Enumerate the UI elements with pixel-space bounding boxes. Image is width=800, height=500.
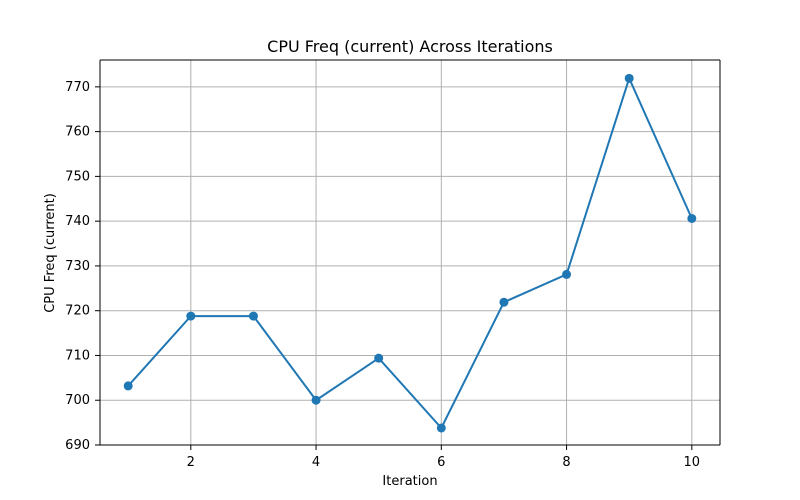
y-tick-label-0: 690 [65, 438, 90, 453]
y-tick-label-2: 710 [65, 348, 90, 363]
data-point-0-9 [687, 213, 697, 223]
y-tick-label-3: 720 [65, 304, 90, 319]
axis-ticks: 2 4 6 8 10 690 700 710 720 730 740 750 760 770 [65, 80, 700, 470]
x-tick-label-2: 6 [437, 455, 445, 470]
data-point-0-8 [624, 73, 634, 83]
series-line-0 [127, 75, 693, 430]
series-layer [123, 73, 697, 433]
x-tick-label-3: 8 [562, 455, 570, 470]
y-tick-label-1: 700 [65, 393, 90, 408]
y-tick-label-6: 750 [65, 169, 90, 184]
data-point-0-1 [186, 311, 196, 321]
chart-title: CPU Freq (current) Across Iterations [267, 37, 553, 56]
data-point-0-7 [562, 269, 572, 279]
data-point-0-3 [311, 395, 321, 405]
data-point-0-0 [123, 381, 133, 391]
data-point-0-6 [499, 297, 509, 307]
y-tick-label-8: 770 [65, 80, 90, 95]
data-point-0-5 [436, 423, 446, 433]
data-point-0-4 [374, 353, 384, 363]
grid-lines [100, 60, 720, 446]
x-tick-label-4: 10 [684, 455, 701, 470]
x-tick-label-1: 4 [312, 455, 320, 470]
chart-axes [99, 59, 721, 446]
y-tick-label-5: 740 [65, 214, 90, 229]
y-axis-label: CPU Freq (current) [43, 193, 58, 313]
x-axis-label: Iteration [382, 474, 437, 489]
data-point-0-2 [248, 311, 258, 321]
x-tick-label-0: 2 [187, 455, 195, 470]
y-tick-label-4: 730 [65, 259, 90, 274]
y-tick-label-7: 760 [65, 125, 90, 140]
